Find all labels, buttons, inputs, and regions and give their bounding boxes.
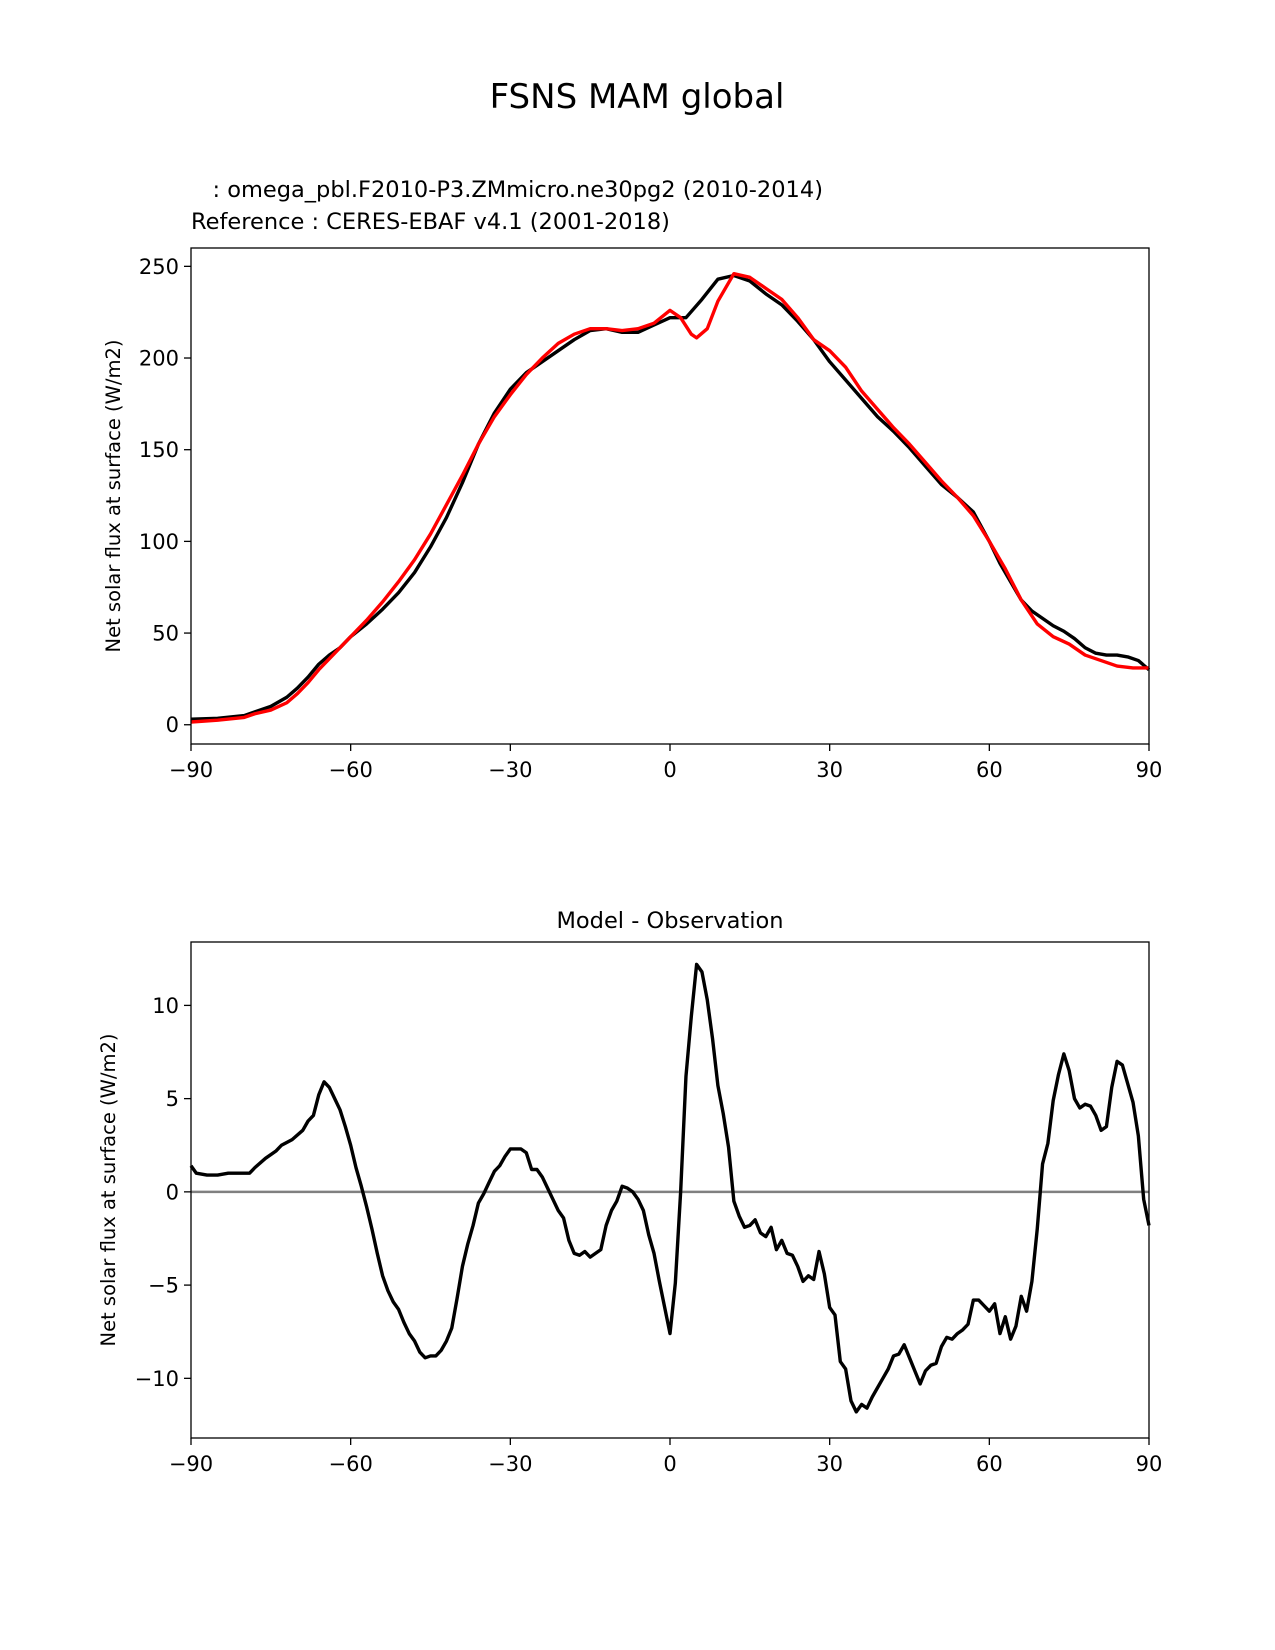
top-x-tick-label: −60 [329, 758, 373, 782]
top-x-ticks: −90 −60 −30 0 30 60 90 [169, 744, 1163, 782]
bottom-y-tick-label: 10 [152, 994, 179, 1018]
bottom-x-tick-label: −30 [488, 1452, 532, 1476]
top-y-tick-label: 100 [139, 530, 179, 554]
bottom-x-tick-label: 60 [976, 1452, 1003, 1476]
top-y-ticks: 0 50 100 150 200 250 [139, 255, 191, 737]
bottom-x-tick-label: 30 [816, 1452, 843, 1476]
bottom-x-ticks: −90 −60 −30 0 30 60 90 [169, 1438, 1163, 1476]
bottom-axes-frame [190, 941, 1150, 1439]
bottom-y-tick-label: 0 [166, 1180, 179, 1204]
test-label: : omega_pbl.F2010-P3.ZMmicro.ne30pg2 (20… [191, 177, 823, 203]
top-panel: 0 50 100 150 200 250 −90 −60 −30 0 30 60 90 Net sol… [102, 247, 1163, 782]
bottom-series-test-line [189, 962, 1151, 1414]
top-series-group [190, 271, 1151, 724]
top-axes-frame [190, 247, 1150, 745]
bottom-x-tick-label: −90 [169, 1452, 213, 1476]
top-x-tick-label: 0 [663, 758, 676, 782]
bottom-y-tick-label: −10 [135, 1367, 179, 1391]
top-y-tick-label: 150 [139, 438, 179, 462]
top-x-tick-label: 30 [816, 758, 843, 782]
figure-title: FSNS MAM global [490, 77, 785, 117]
top-x-tick-label: 90 [1136, 758, 1163, 782]
bottom-panel: Model - Observation −10 −5 0 5 10 −90 −60 −30 0… [97, 908, 1162, 1476]
top-y-tick-label: 0 [166, 713, 179, 737]
bottom-y-axis-label: Net solar flux at surface (W/m2) [97, 1033, 120, 1346]
top-y-tick-label: 50 [152, 622, 179, 646]
top-series-reference-line [190, 271, 1149, 724]
bottom-x-tick-label: −60 [329, 1452, 373, 1476]
top-x-tick-label: −90 [169, 758, 213, 782]
bottom-x-tick-label: 90 [1136, 1452, 1163, 1476]
bottom-panel-title: Model - Observation [557, 908, 784, 934]
reference-label: Reference : CERES-EBAF v4.1 (2001-2018) [191, 209, 670, 235]
bottom-y-tick-label: 5 [166, 1087, 179, 1111]
bottom-series-group [189, 962, 1151, 1414]
top-x-tick-label: −30 [488, 758, 532, 782]
top-y-axis-label: Net solar flux at surface (W/m2) [102, 339, 125, 652]
bottom-x-tick-label: 0 [663, 1452, 676, 1476]
top-y-tick-label: 250 [139, 255, 179, 279]
bottom-y-tick-label: −5 [148, 1274, 179, 1298]
top-x-tick-label: 60 [976, 758, 1003, 782]
top-y-tick-label: 200 [139, 347, 179, 371]
bottom-y-ticks: −10 −5 0 5 10 [135, 994, 191, 1391]
